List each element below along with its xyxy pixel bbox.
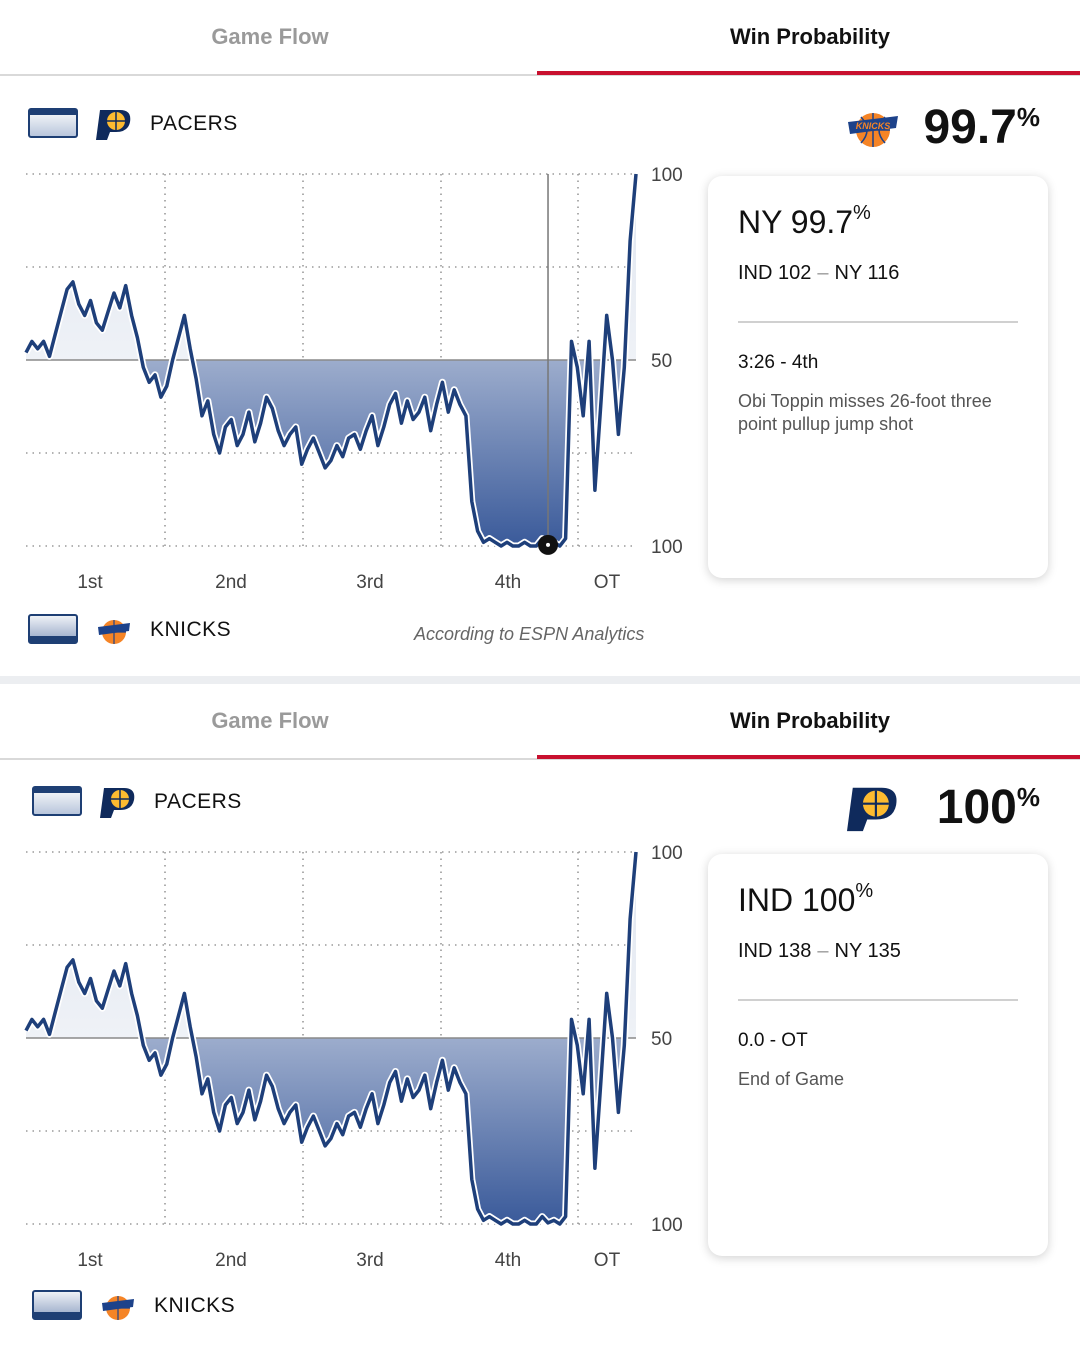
bottom-team-name: KNICKS <box>154 1294 236 1317</box>
tab-bar: Game Flow Win Probability <box>0 684 1080 760</box>
card-divider <box>738 321 1018 323</box>
y-tick-label: 100 <box>651 165 683 186</box>
tab-win-probability[interactable]: Win Probability <box>730 24 890 49</box>
quarter-label: OT <box>594 1250 621 1271</box>
quarter-label: 4th <box>495 1250 521 1271</box>
quarter-label: OT <box>594 572 621 593</box>
win-probability-chart: 100 50 100 1st 2nd 3rd 4th OT <box>22 165 683 593</box>
y-tick-label: 50 <box>651 351 672 372</box>
quarter-label: 1st <box>77 1250 103 1271</box>
top-team-name: PACERS <box>154 790 242 813</box>
pacers-swatch <box>32 786 82 816</box>
active-tab-indicator <box>537 71 1080 75</box>
pacers-logo-icon <box>100 788 135 818</box>
tab-bar: Game Flow Win Probability <box>0 0 1080 76</box>
svg-text:KNICKS: KNICKS <box>856 121 891 131</box>
knicks-logo-small-icon <box>98 620 130 644</box>
card-game-clock: 3:26 - 4th <box>738 352 819 373</box>
pacers-logo-icon <box>96 110 131 140</box>
quarter-label: 3rd <box>356 572 383 593</box>
active-tab-indicator <box>537 755 1080 759</box>
card-win-probability: NY 99.7% <box>738 202 871 240</box>
win-probability-panel-2: Game Flow Win Probability PACERS 100% 10… <box>0 684 1080 1350</box>
play-detail-card: NY 99.7% IND 102– NY 116 3:26 - 4th Obi T… <box>708 176 1048 578</box>
quarter-label: 1st <box>77 572 103 593</box>
card-score: IND 138– NY 135 <box>738 940 901 962</box>
card-play-description: Obi Toppin misses 26-foot three point pu… <box>738 391 992 434</box>
y-tick-label: 100 <box>651 537 683 558</box>
card-score: IND 102– NY 116 <box>738 262 900 284</box>
espn-analytics-attribution: According to ESPN Analytics <box>414 624 645 644</box>
tab-game-flow[interactable]: Game Flow <box>211 708 329 733</box>
tab-win-probability[interactable]: Win Probability <box>730 708 890 733</box>
knicks-swatch <box>32 1290 82 1320</box>
card-divider <box>738 999 1018 1001</box>
card-win-probability: IND 100% <box>738 880 874 918</box>
tab-game-flow[interactable]: Game Flow <box>211 24 329 49</box>
pacers-logo-icon <box>847 787 897 832</box>
quarter-label: 2nd <box>215 1250 247 1271</box>
top-team-name: PACERS <box>150 112 238 135</box>
y-tick-label: 50 <box>651 1029 672 1050</box>
quarter-label: 2nd <box>215 572 247 593</box>
y-tick-label: 100 <box>651 843 683 864</box>
big-win-probability: 100% <box>936 781 1040 834</box>
win-probability-chart: 100 50 100 1st 2nd 3rd 4th OT <box>22 843 683 1271</box>
card-game-clock: 0.0 - OT <box>738 1030 808 1051</box>
quarter-label: 4th <box>495 572 521 593</box>
win-probability-line <box>24 173 638 548</box>
big-win-probability: 99.7% <box>923 101 1040 154</box>
scrubber-marker-center <box>546 542 551 547</box>
play-detail-card: IND 100% IND 138– NY 135 0.0 - OT End of … <box>708 854 1048 1256</box>
quarter-label: 3rd <box>356 1250 383 1271</box>
card-play-description: End of Game <box>738 1069 845 1089</box>
pacers-area <box>26 852 636 1038</box>
pacers-area <box>26 174 636 360</box>
bottom-team-name: KNICKS <box>150 618 232 641</box>
knicks-logo-icon: KNICKS <box>848 113 898 147</box>
pacers-swatch <box>28 108 78 138</box>
win-probability-panel-1: Game Flow Win Probability PACERS KNICKS … <box>0 0 1080 676</box>
knicks-logo-small-icon <box>102 1296 134 1320</box>
y-tick-label: 100 <box>651 1215 683 1236</box>
knicks-swatch <box>28 614 78 644</box>
win-probability-line <box>24 851 638 1226</box>
